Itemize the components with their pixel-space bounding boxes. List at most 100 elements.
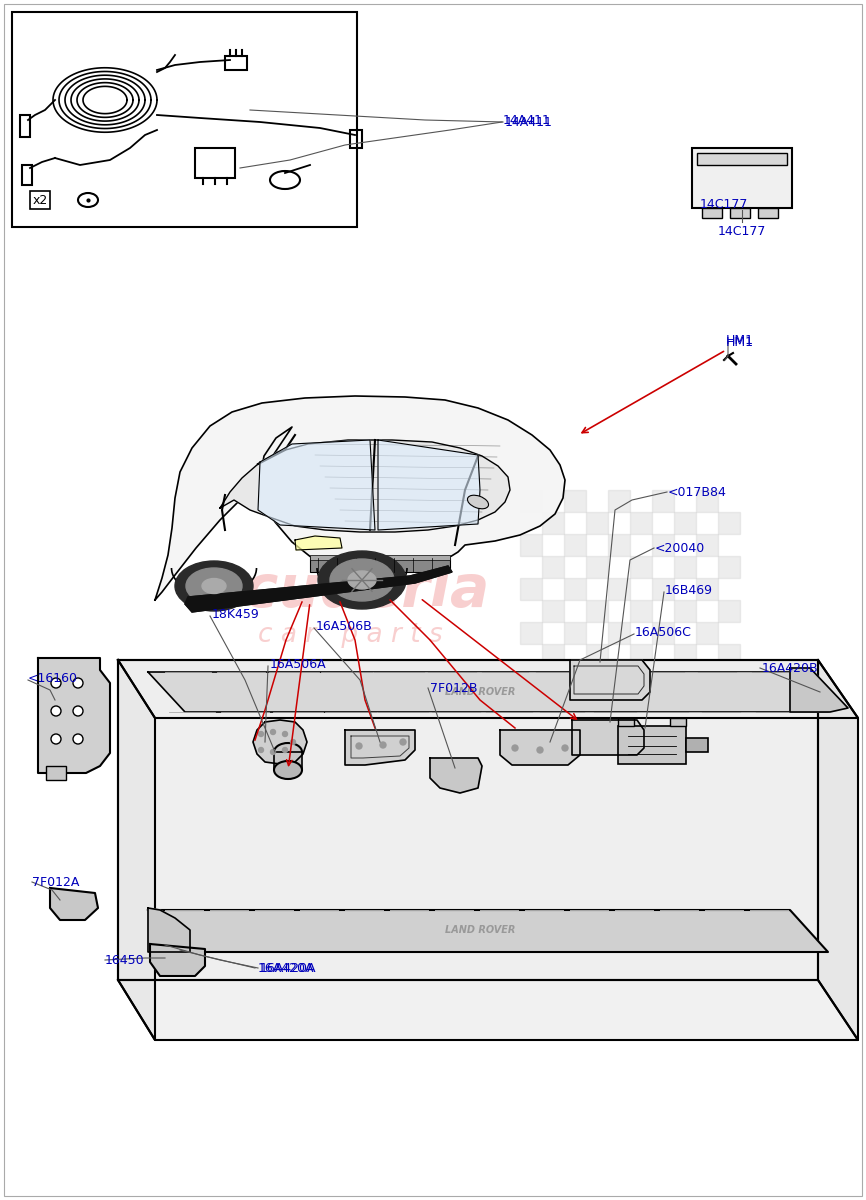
Bar <box>46 766 66 780</box>
Polygon shape <box>185 566 452 612</box>
Bar <box>630 600 652 622</box>
Text: LAND ROVER: LAND ROVER <box>445 686 515 697</box>
Polygon shape <box>38 658 110 773</box>
Bar <box>670 718 686 726</box>
Polygon shape <box>572 720 644 755</box>
Ellipse shape <box>330 559 394 601</box>
Bar <box>758 208 778 218</box>
Polygon shape <box>118 660 155 1040</box>
Bar <box>674 600 696 622</box>
Text: 18K459: 18K459 <box>212 607 260 620</box>
Polygon shape <box>790 668 848 712</box>
Text: 16B469: 16B469 <box>665 583 713 596</box>
Bar <box>718 644 740 666</box>
Bar <box>718 600 740 622</box>
Circle shape <box>73 678 83 688</box>
Polygon shape <box>295 536 342 550</box>
Polygon shape <box>118 660 858 718</box>
Bar <box>696 490 718 512</box>
Text: 16A506A: 16A506A <box>270 658 326 671</box>
Text: 16A420A: 16A420A <box>258 961 314 974</box>
Text: 14C177: 14C177 <box>718 226 766 238</box>
Text: 16A420B: 16A420B <box>762 661 818 674</box>
Bar <box>618 718 634 726</box>
Bar <box>630 556 652 578</box>
Polygon shape <box>345 730 415 766</box>
Circle shape <box>73 734 83 744</box>
Ellipse shape <box>348 571 376 589</box>
Polygon shape <box>118 980 858 1040</box>
Text: 16A506B: 16A506B <box>316 619 372 632</box>
Ellipse shape <box>274 761 302 779</box>
Polygon shape <box>378 440 480 530</box>
Text: x2: x2 <box>32 193 48 206</box>
Bar <box>608 490 630 512</box>
Text: HM1: HM1 <box>726 336 754 348</box>
Circle shape <box>282 748 288 752</box>
Polygon shape <box>570 660 650 700</box>
Text: 7F012B: 7F012B <box>430 682 477 695</box>
Ellipse shape <box>468 496 488 509</box>
Circle shape <box>380 742 386 748</box>
Bar <box>674 512 696 534</box>
Bar <box>630 644 652 666</box>
Text: 16A420A: 16A420A <box>260 961 316 974</box>
Bar <box>630 512 652 534</box>
Bar <box>564 490 586 512</box>
Circle shape <box>562 745 568 751</box>
Ellipse shape <box>202 578 226 594</box>
Polygon shape <box>148 908 190 952</box>
Bar <box>586 556 608 578</box>
Bar <box>696 622 718 644</box>
Text: 16450: 16450 <box>105 954 145 966</box>
Ellipse shape <box>274 743 302 761</box>
Polygon shape <box>220 440 510 532</box>
Bar <box>608 534 630 556</box>
Bar <box>696 534 718 556</box>
Bar <box>674 644 696 666</box>
Polygon shape <box>258 440 375 530</box>
Bar <box>586 644 608 666</box>
Bar <box>692 148 792 208</box>
Text: c a r   p a r t s: c a r p a r t s <box>257 622 443 648</box>
Text: 7F012A: 7F012A <box>32 876 80 888</box>
Circle shape <box>51 678 61 688</box>
Bar <box>674 556 696 578</box>
Text: <16160: <16160 <box>28 672 78 684</box>
Bar <box>652 490 674 512</box>
Text: scuderia: scuderia <box>210 562 490 618</box>
Ellipse shape <box>186 568 242 604</box>
Polygon shape <box>818 660 858 1040</box>
Polygon shape <box>50 888 98 920</box>
Bar <box>696 578 718 600</box>
Polygon shape <box>150 944 205 976</box>
Bar <box>652 578 674 600</box>
Circle shape <box>356 743 362 749</box>
Polygon shape <box>500 730 580 766</box>
Polygon shape <box>118 660 818 980</box>
Text: HM1: HM1 <box>726 334 754 347</box>
Text: 16A506C: 16A506C <box>635 625 692 638</box>
Bar <box>618 726 686 764</box>
Circle shape <box>537 746 543 754</box>
Polygon shape <box>148 672 828 712</box>
Bar <box>310 554 450 560</box>
Bar <box>520 490 542 512</box>
Circle shape <box>51 734 61 744</box>
Text: 14A411: 14A411 <box>503 114 551 126</box>
Bar <box>608 622 630 644</box>
Bar <box>730 208 750 218</box>
Bar <box>652 622 674 644</box>
Circle shape <box>73 706 83 716</box>
Polygon shape <box>430 758 482 793</box>
Circle shape <box>270 730 275 734</box>
Bar <box>274 752 302 770</box>
Bar <box>520 578 542 600</box>
Circle shape <box>51 706 61 716</box>
Circle shape <box>270 750 275 755</box>
Bar <box>520 622 542 644</box>
Ellipse shape <box>318 551 406 608</box>
Bar <box>195 148 235 178</box>
Polygon shape <box>155 396 565 600</box>
Circle shape <box>290 739 295 744</box>
